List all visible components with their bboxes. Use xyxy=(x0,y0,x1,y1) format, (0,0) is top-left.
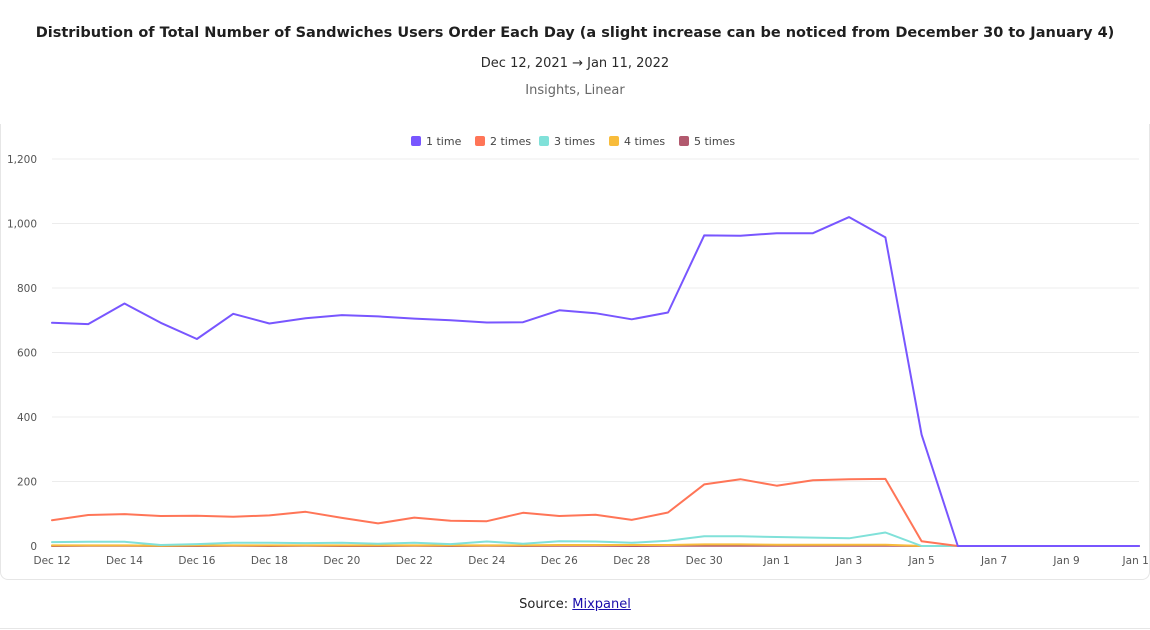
x-tick-label: Dec 22 xyxy=(396,555,433,567)
x-tick-label: Dec 24 xyxy=(468,555,505,567)
bottom-divider xyxy=(0,628,1150,629)
x-tick-label: Dec 18 xyxy=(251,555,288,567)
series-line xyxy=(51,477,1140,547)
legend-swatch xyxy=(539,136,549,146)
y-axis: 0 200 400 600 800 1,000 1,200 xyxy=(7,154,37,553)
legend-label: 1 time xyxy=(426,135,462,148)
legend-item: 3 times xyxy=(539,135,595,148)
legend: 1 time 2 times 3 times 4 times 5 times xyxy=(411,135,735,148)
legend-label: 5 times xyxy=(694,135,735,148)
series-lines xyxy=(51,216,1140,547)
chart-subtitle: Insights, Linear xyxy=(525,83,625,98)
y-tick-label: 0 xyxy=(30,541,37,553)
x-tick-label: Dec 12 xyxy=(33,555,70,567)
x-tick-label: Jan 11 xyxy=(1122,555,1149,567)
x-tick-label: Jan 5 xyxy=(907,555,934,567)
x-tick-label: Jan 1 xyxy=(763,555,790,567)
x-tick-label: Jan 7 xyxy=(980,555,1007,567)
legend-swatch xyxy=(411,136,421,146)
series-line xyxy=(51,531,1140,547)
x-tick-label: Dec 14 xyxy=(106,555,143,567)
y-tick-label: 400 xyxy=(17,412,37,424)
source-prefix: Source: xyxy=(519,597,573,612)
legend-swatch xyxy=(679,136,689,146)
y-tick-label: 800 xyxy=(17,283,37,295)
x-tick-label: Dec 20 xyxy=(323,555,360,567)
legend-swatch xyxy=(475,136,485,146)
x-tick-label: Dec 26 xyxy=(541,555,578,567)
legend-swatch xyxy=(609,136,619,146)
x-tick-label: Jan 9 xyxy=(1052,555,1079,567)
y-tick-label: 1,000 xyxy=(7,219,37,231)
legend-item: 4 times xyxy=(609,135,665,148)
legend-item: 1 time xyxy=(411,135,462,148)
x-tick-label: Jan 3 xyxy=(835,555,862,567)
grid-lines xyxy=(52,158,1139,547)
legend-item: 5 times xyxy=(679,135,735,148)
x-tick-label: Dec 30 xyxy=(686,555,723,567)
y-tick-label: 1,200 xyxy=(7,154,37,166)
chart-panel: 1 time 2 times 3 times 4 times 5 times 0 200 4… xyxy=(0,124,1150,580)
series-line xyxy=(51,216,1140,547)
chart-title: Distribution of Total Number of Sandwich… xyxy=(35,25,1115,41)
y-tick-label: 600 xyxy=(17,348,37,360)
x-tick-label: Dec 16 xyxy=(178,555,215,567)
legend-label: 3 times xyxy=(554,135,595,148)
legend-label: 4 times xyxy=(624,135,665,148)
date-range: Dec 12, 2021 → Jan 11, 2022 xyxy=(480,56,670,71)
x-tick-label: Dec 28 xyxy=(613,555,650,567)
legend-label: 2 times xyxy=(490,135,531,148)
y-tick-label: 200 xyxy=(17,477,37,489)
x-axis: Dec 12 Dec 14 Dec 16 Dec 18 Dec 20 Dec 22 Dec … xyxy=(33,555,1149,567)
line-chart: 1 time 2 times 3 times 4 times 5 times 0 200 4… xyxy=(7,135,1149,567)
source-note: Source: Mixpanel xyxy=(0,597,1150,612)
source-link[interactable]: Mixpanel xyxy=(572,597,631,612)
legend-item: 2 times xyxy=(475,135,531,148)
